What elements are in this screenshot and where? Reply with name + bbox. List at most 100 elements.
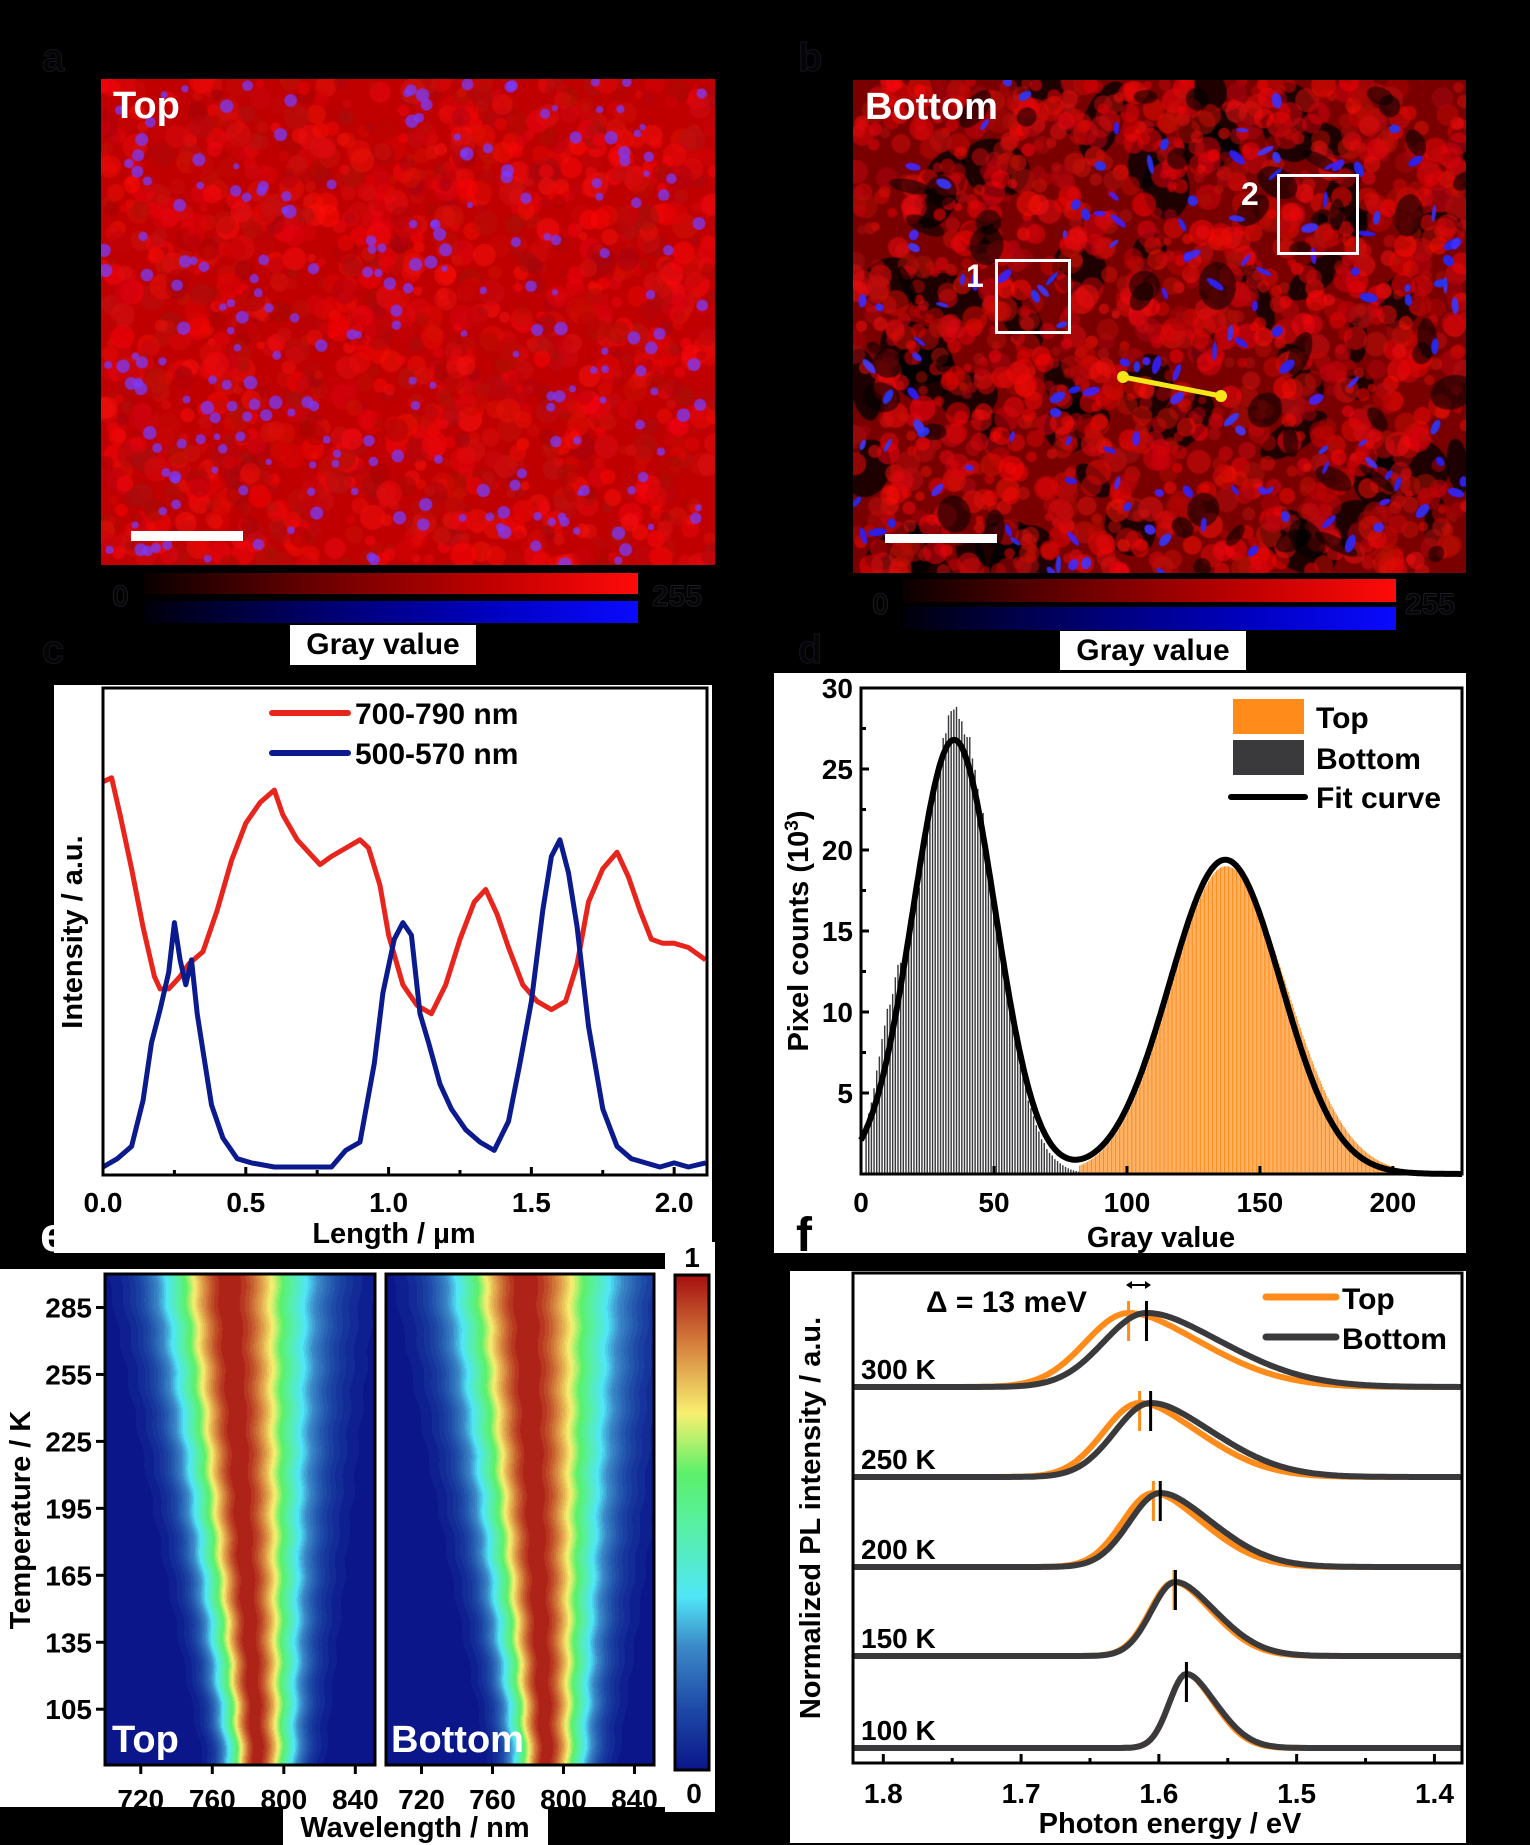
- region-box-2: [1277, 174, 1359, 255]
- histogram-bar-bottom: [1030, 1108, 1032, 1174]
- region-label-2: 2: [1241, 176, 1259, 212]
- histogram-bar-top: [1217, 869, 1219, 1174]
- spectrum-bottom-150k: [852, 1579, 1463, 1659]
- histogram-bar-top: [1290, 999, 1292, 1174]
- histogram-bar-top: [1344, 1128, 1346, 1174]
- histogram-bar-top: [1279, 967, 1281, 1174]
- x-tick-label: 50: [978, 1187, 1009, 1218]
- histogram-bar-top: [1174, 973, 1176, 1174]
- scan-line-overlay: [1117, 371, 1227, 402]
- colorbar-min-label-a: 0: [112, 580, 130, 614]
- histogram-bar-bottom: [886, 1008, 889, 1174]
- histogram-bar-top: [1330, 1103, 1332, 1174]
- histogram-bar-top: [1274, 951, 1276, 1174]
- histogram-bar-top: [1334, 1111, 1336, 1174]
- heatmap-top: [105, 1274, 375, 1765]
- histogram-bar-top: [1225, 866, 1227, 1174]
- histogram-bar-top: [1313, 1064, 1315, 1174]
- histogram-bar-top: [1218, 868, 1220, 1174]
- x-tick-label: 760: [189, 1784, 236, 1815]
- histogram-bar-top: [1091, 1159, 1093, 1174]
- histogram-bar-top: [1305, 1042, 1307, 1174]
- panel-letter-f: f: [796, 1209, 812, 1262]
- histogram-bar-bottom: [958, 718, 960, 1174]
- histogram-bar-top: [1198, 900, 1200, 1174]
- histogram-bar-top: [1295, 1015, 1297, 1174]
- scan-line-end: [1215, 390, 1227, 402]
- histogram-bar-bottom: [891, 994, 894, 1174]
- histogram-bar-top: [1110, 1139, 1112, 1174]
- histogram-bar-top: [1309, 1053, 1311, 1174]
- histogram-bar-top: [1208, 881, 1210, 1174]
- panel-c-background: [54, 685, 712, 1253]
- histogram-bar-bottom: [1014, 1037, 1016, 1174]
- histogram-bar-bottom: [971, 758, 974, 1174]
- histogram-bar-top: [1149, 1056, 1151, 1174]
- y-tick-label: 135: [45, 1627, 92, 1658]
- histogram-bar-top: [1273, 947, 1275, 1174]
- histogram-bar-top: [1210, 877, 1212, 1174]
- histogram-bar-top: [1310, 1057, 1312, 1174]
- spectrum-bottom-100k: [852, 1671, 1463, 1751]
- colorbar-max-label: 1: [684, 1242, 700, 1273]
- histogram-bar-top: [1314, 1067, 1316, 1174]
- histogram-bar-top: [1197, 904, 1199, 1174]
- colorbar-min-label: 0: [686, 1778, 702, 1809]
- histogram-bar-top: [1209, 879, 1211, 1174]
- histogram-bar-top: [1081, 1164, 1083, 1174]
- x-tick-label: 800: [540, 1784, 587, 1815]
- colorbar-blue-b: [903, 607, 1396, 630]
- histogram-bar-top: [1095, 1156, 1097, 1174]
- histogram-bar-top: [1249, 888, 1251, 1174]
- colorbar-red-a: [144, 573, 638, 594]
- y-tick-label: 15: [822, 916, 853, 947]
- histogram-bar-top: [1164, 1009, 1166, 1174]
- histogram-bar-bottom: [878, 1056, 881, 1174]
- histogram-bar-top: [1337, 1116, 1339, 1174]
- histogram-bar-top: [1341, 1122, 1343, 1174]
- histogram-bar-top: [1177, 964, 1179, 1174]
- histogram-bar-bottom: [881, 1039, 883, 1174]
- x-tick-label: 1.5: [1277, 1778, 1316, 1809]
- histogram-bar-bottom: [963, 734, 966, 1174]
- histogram-bar-top: [1266, 928, 1268, 1174]
- histogram-bar-bottom: [905, 951, 907, 1174]
- x-tick-label: 2.0: [655, 1187, 694, 1218]
- histogram-bar-bottom: [1062, 1165, 1064, 1174]
- histogram-bar-top: [1306, 1046, 1308, 1174]
- histogram-bar-top: [1333, 1109, 1335, 1174]
- histogram-bar-top: [1342, 1124, 1344, 1174]
- delta-annotation: Δ = 13 meV: [926, 1286, 1087, 1319]
- x-axis-label: Length / µm: [312, 1218, 475, 1250]
- x-tick-label: 150: [1237, 1187, 1284, 1218]
- histogram-bar-top: [1158, 1027, 1160, 1174]
- histogram-bar-top: [1356, 1143, 1358, 1174]
- histogram-bar-top: [1241, 876, 1243, 1174]
- histogram-bar-top: [1335, 1113, 1337, 1174]
- histogram-bar-top: [1294, 1011, 1296, 1174]
- histogram-bar-top: [1113, 1136, 1115, 1174]
- histogram-bar-top: [1354, 1140, 1356, 1174]
- histogram-bar-bottom: [966, 737, 968, 1174]
- histogram-bar-bottom: [977, 788, 979, 1174]
- histogram-bar-top: [1271, 943, 1273, 1174]
- y-tick-label: 25: [822, 754, 853, 785]
- histogram-bar-top: [1132, 1102, 1134, 1174]
- x-tick-label: 800: [260, 1784, 307, 1815]
- histogram-bar-top: [1253, 896, 1255, 1174]
- colorbar-title-b: Gray value: [1060, 631, 1246, 670]
- x-tick-label: 1.7: [1002, 1778, 1041, 1809]
- y-axis-label-end: ): [783, 810, 815, 820]
- histogram-bar-top: [1134, 1096, 1136, 1174]
- histogram-bar-top: [1192, 918, 1194, 1174]
- histogram-bar-top: [1193, 914, 1195, 1174]
- temperature-label: 200 K: [861, 1534, 936, 1565]
- histogram-bar-top: [1343, 1126, 1345, 1174]
- histogram-bar-top: [1085, 1162, 1087, 1174]
- x-tick-label: 1.5: [512, 1187, 551, 1218]
- histogram-bar-bottom: [1006, 991, 1008, 1174]
- histogram-bar-top: [1097, 1154, 1099, 1174]
- legend-label-red: 700-790 nm: [355, 698, 518, 731]
- histogram-bar-top: [1216, 870, 1218, 1174]
- histogram-bar-top: [1130, 1105, 1132, 1174]
